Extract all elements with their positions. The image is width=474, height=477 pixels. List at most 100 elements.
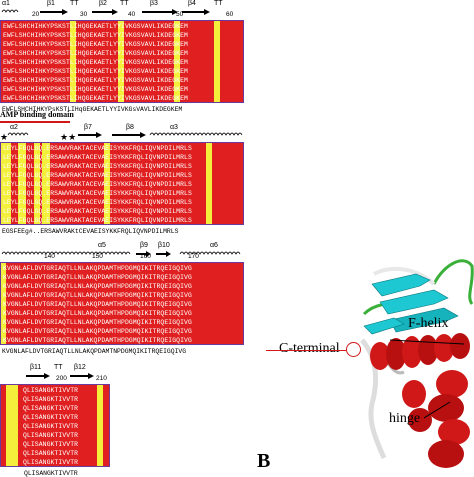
conserved-stars: ★★ <box>60 132 77 142</box>
sequence-row: EWFLSHCHIHKYPSKSTLIHQGEKAETLYYIVKGSVAVLI… <box>3 41 188 48</box>
f-helix-label: F-helix <box>408 316 449 331</box>
position-number: 200 <box>56 375 67 382</box>
similar-column <box>34 143 40 224</box>
position-number: 160 <box>140 253 151 260</box>
alignment-block-1: α1 β1 TT β2 TT β3 β4 TT 20 30 40 50 60 E… <box>0 0 244 113</box>
ss-label: β8 <box>126 124 134 131</box>
hinge-label: hinge <box>389 411 421 426</box>
ss-label: TT <box>214 0 223 7</box>
position-number: 30 <box>80 11 88 18</box>
sequence-row: EWFLSHCHIHKYPSKSTLIHQGEKAETLYYIVKGSVAVLI… <box>3 32 188 39</box>
panel-label-b: B <box>257 450 271 472</box>
sequence-row: KVGNLAFLDVTGRIAQTLLNLAKQPDAMTHPDGMQIKITR… <box>3 310 192 317</box>
sequence-row: KVGNLAFLDVTGRIAQTLLNLAKQPDAMTHPDGMQIKITR… <box>3 292 192 299</box>
secondary-structure-ruler-4: β11 TT β12 200 210 <box>0 364 110 384</box>
sequence-block-4: QLISANGKTIVVTR QLISANGKTIVVTR QLISANGKTI… <box>0 384 110 467</box>
camp-binding-domain-label: AMP binding domain <box>0 110 74 119</box>
sequence-block-3: KVGNLAFLDVTGRIAQTLLNLAKQPDAMTHPDGMQIKITR… <box>0 262 244 345</box>
ss-glyphs <box>1 9 210 15</box>
c-terminal-pointer-line <box>266 350 346 351</box>
ss-glyphs <box>26 373 94 379</box>
ss-label: β3 <box>150 0 158 7</box>
ss-glyphs <box>7 132 243 138</box>
sequence-row: QLISANGKTIVVTR <box>23 441 79 448</box>
ss-label: β7 <box>84 124 92 131</box>
sequence-row: KVGNLAFLDVTGRIAQTLLNLAKQPDAMTHPDGMQIKITR… <box>3 319 192 326</box>
sequence-row: EWFLSHCHIHKYPSKSTLIHQGEKAETLYYIVKGSVAVLI… <box>3 77 188 84</box>
similar-column <box>214 21 220 102</box>
similar-column <box>1 143 11 224</box>
sequence-row: LEYLFGQLGQ.ERSAWVRAKTACEVAEISYKKFRQLIQVN… <box>3 208 192 215</box>
position-number: 140 <box>44 253 55 260</box>
secondary-structure-ruler-1: α1 β1 TT β2 TT β3 β4 TT 20 30 40 50 60 <box>0 0 244 20</box>
sequence-row: KVGNLAFLDVTGRIAQTLLNLAKQPDAMTHPDGMQIKITR… <box>3 337 192 344</box>
ss-label: β9 <box>140 242 148 249</box>
similar-column <box>174 21 180 102</box>
position-number: 40 <box>128 11 136 18</box>
sequence-row: QLISANGKTIVVTR <box>23 432 79 439</box>
position-number: 210 <box>96 375 107 382</box>
sequence-row: QLISANGKTIVVTR <box>23 459 79 466</box>
sequence-block-1: EWFLSHCHIHKYPSKSTLIHQGEKAETLYYIVKGSVAVLI… <box>0 20 244 103</box>
sequence-row: KVGNLAFLDVTGRIAQTLLNLAKQPDAMTHPDGMQIKITR… <box>3 328 192 335</box>
sequence-row: EWFLSHCHIHKYPSKSTLIHQGEKAETLYYIVKGSVAVLI… <box>3 86 188 93</box>
sequence-row: KVGNLAFLDVTGRIAQTLLNLAKQPDAMTHPDGMQIKITR… <box>3 265 192 272</box>
ss-label: TT <box>54 364 63 371</box>
sequence-row: LEYLFGQLGQ.ERSAWVRAKTACEVAEISYKKFRQLIQVN… <box>3 172 192 179</box>
sequence-row: EWFLSHCHIHKYPSKSTLIHQGEKAETLYYIVKGSVAVLI… <box>3 23 188 30</box>
similar-column <box>104 143 110 224</box>
similar-column <box>97 385 103 466</box>
consensus-row: KVGNLAFLDVTGRIAQTLLNLAKQPDAMTNPDGMQIKITR… <box>2 348 187 355</box>
sequence-row: KVGNLAFLDVTGRIAQTLLNLAKQPDAMTHPDGMQIKITR… <box>3 301 192 308</box>
consensus-row: EWFLSHCHIHKYPsKSTLIHqGEKAETLYYIVKGsVAVLI… <box>2 106 183 113</box>
ss-label: α6 <box>210 242 218 249</box>
ss-label: TT <box>70 0 79 7</box>
ss-label: α2 <box>10 124 18 131</box>
sequence-row: LEYLFGQLGQ.ERSAWVRAKTACEVAEISYKKFRQLIQVN… <box>3 145 192 152</box>
alignment-block-2: α2 β7 β8 α3 ★ ★★ LEYLFGQLGQ.ERSAWVRAKTAC… <box>0 122 244 235</box>
alignment-block-3: α5 β9 β10 α6 140 150 160 170 KVGNLAFLDVT… <box>0 242 244 355</box>
ss-label: β11 <box>30 364 42 371</box>
hinge-pointer-line <box>424 401 451 419</box>
position-number: 50 <box>176 11 184 18</box>
consensus-row: EGSFEEg#..ERSAWVRAKtCEVAEISYKKFRQLIQVNPD… <box>2 228 179 235</box>
sequence-row: LEYLFGQLGQ.ERSAWVRAKTACEVAEISYKKFRQLIQVN… <box>3 190 192 197</box>
camp-domain-underline <box>0 121 70 123</box>
sequence-row: QLISANGKTIVVTR <box>23 414 79 421</box>
similar-column <box>1 263 6 344</box>
sequence-row: EWFLSHCHIHKYPSKSTLIHQGEKAETLYYIVKGSVAVLI… <box>3 68 188 75</box>
sequence-row: QLISANGKTIVVTR <box>23 405 79 412</box>
c-terminal-label: C-terminal <box>279 341 340 356</box>
sequence-row: LEYLFGQLGQ.ERSAWVRAKTACEVAEISYKKFRQLIQVN… <box>3 199 192 206</box>
secondary-structure-ruler-3: α5 β9 β10 α6 140 150 160 170 <box>0 242 244 262</box>
sequence-row: EWFLSHCHIHKYPSKSTLIHQGEKAETLYYIVKGSVAVLI… <box>3 50 188 57</box>
ss-label: β2 <box>99 0 107 7</box>
sequence-row: EWFLSHCHIHKYPSKSTLIHQGEKAETLYYIVKGSVAVLI… <box>3 95 188 102</box>
ss-label: α1 <box>2 0 10 7</box>
similar-column <box>118 21 124 102</box>
c-terminal-circle <box>346 342 361 357</box>
protein-structure-3d <box>360 259 474 468</box>
similar-column <box>70 21 76 102</box>
similar-column <box>206 143 212 224</box>
sequence-row: QLISANGKTIVVTR <box>23 450 79 457</box>
similar-column <box>6 385 18 466</box>
sequence-block-2: LEYLFGQLGQ.ERSAWVRAKTACEVAEISYKKFRQLIQVN… <box>0 142 244 225</box>
ss-label: β10 <box>158 242 170 249</box>
position-number: 20 <box>32 11 40 18</box>
ss-label: α5 <box>98 242 106 249</box>
secondary-structure-ruler-2: α2 β7 β8 α3 ★ ★★ <box>0 122 244 142</box>
ss-label: β4 <box>188 0 196 7</box>
ss-glyphs <box>1 251 241 257</box>
similar-column <box>18 143 26 224</box>
ss-label: β12 <box>74 364 86 371</box>
ss-label: TT <box>120 0 129 7</box>
alignment-block-4: β11 TT β12 200 210 QLISANGKTIVVTR QLISAN… <box>0 364 110 477</box>
conserved-stars: ★ <box>0 132 9 142</box>
sequence-row: EWFLSHCHIHKYPSKSTLIHQGEKAETLYYIVKGSVAVLI… <box>3 59 188 66</box>
position-number: 170 <box>188 253 199 260</box>
sequence-row: KVGNLAFLDVTGRIAQTLLNLAKQPDAMTHPDGMQIKITR… <box>3 283 192 290</box>
sequence-row: LEYLFGQLGQ.ERSAWVRAKTACEVAEISYKKFRQLIQVN… <box>3 163 192 170</box>
sequence-row: LEYLFGQLGQ.ERSAWVRAKTACEVAEISYKKFRQLIQVN… <box>3 154 192 161</box>
sequence-row: KVGNLAFLDVTGRIAQTLLNLAKQPDAMTHPDGMQIKITR… <box>3 274 192 281</box>
